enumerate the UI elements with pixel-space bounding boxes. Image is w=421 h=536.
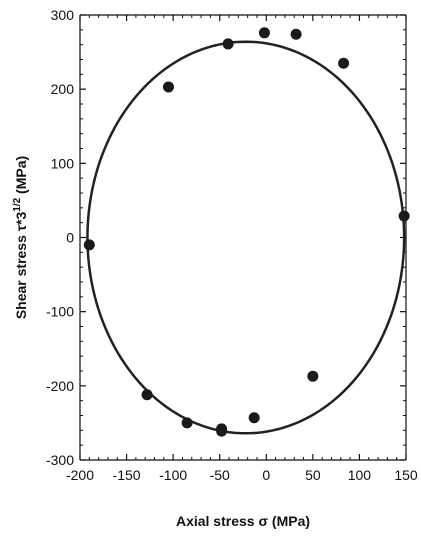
x-tick-label: -200 — [66, 467, 94, 483]
y-tick-label: -200 — [46, 378, 74, 394]
y-axis-title-unit: (MPa) — [13, 156, 29, 198]
data-point — [290, 28, 302, 40]
y-axis-title: Shear stress τ*31/2 (MPa) — [12, 156, 29, 319]
y-axis-title-superscript: 1/2 — [12, 197, 23, 211]
data-point — [162, 81, 174, 93]
data-point — [307, 370, 319, 382]
plot-frame — [79, 14, 407, 461]
y-tick-label: 100 — [51, 155, 75, 171]
x-tick-label: -100 — [159, 467, 187, 483]
data-points — [83, 27, 410, 437]
y-tick-label: 0 — [66, 230, 74, 246]
x-tick-label: 0 — [262, 467, 270, 483]
tick-labels: -200 -150 -100 -50 0 50 100 150-300-200-1000100… — [46, 7, 418, 483]
x-tick-label: -150 — [113, 467, 141, 483]
data-point — [222, 38, 234, 50]
data-point — [181, 417, 193, 429]
y-axis-title-main: Shear stress τ*3 — [13, 212, 29, 320]
fitted-ellipse — [86, 40, 406, 435]
x-axis-title: Axial stress σ (MPa) — [176, 513, 310, 529]
y-tick-label: 300 — [51, 7, 75, 23]
x-tick-label: -50 — [210, 467, 230, 483]
x-tick-label: 100 — [348, 467, 372, 483]
data-point — [248, 412, 260, 424]
x-tick-label: 150 — [394, 467, 418, 483]
y-tick-label: -300 — [46, 452, 74, 468]
axis-ticks — [79, 14, 407, 461]
data-point — [258, 27, 270, 39]
data-point — [338, 57, 350, 69]
x-tick-label: 50 — [305, 467, 321, 483]
data-point — [398, 210, 410, 222]
y-tick-label: 200 — [51, 81, 75, 97]
data-point — [83, 239, 95, 251]
y-tick-label: -100 — [46, 304, 74, 320]
data-point — [216, 425, 228, 437]
data-point — [141, 389, 153, 401]
